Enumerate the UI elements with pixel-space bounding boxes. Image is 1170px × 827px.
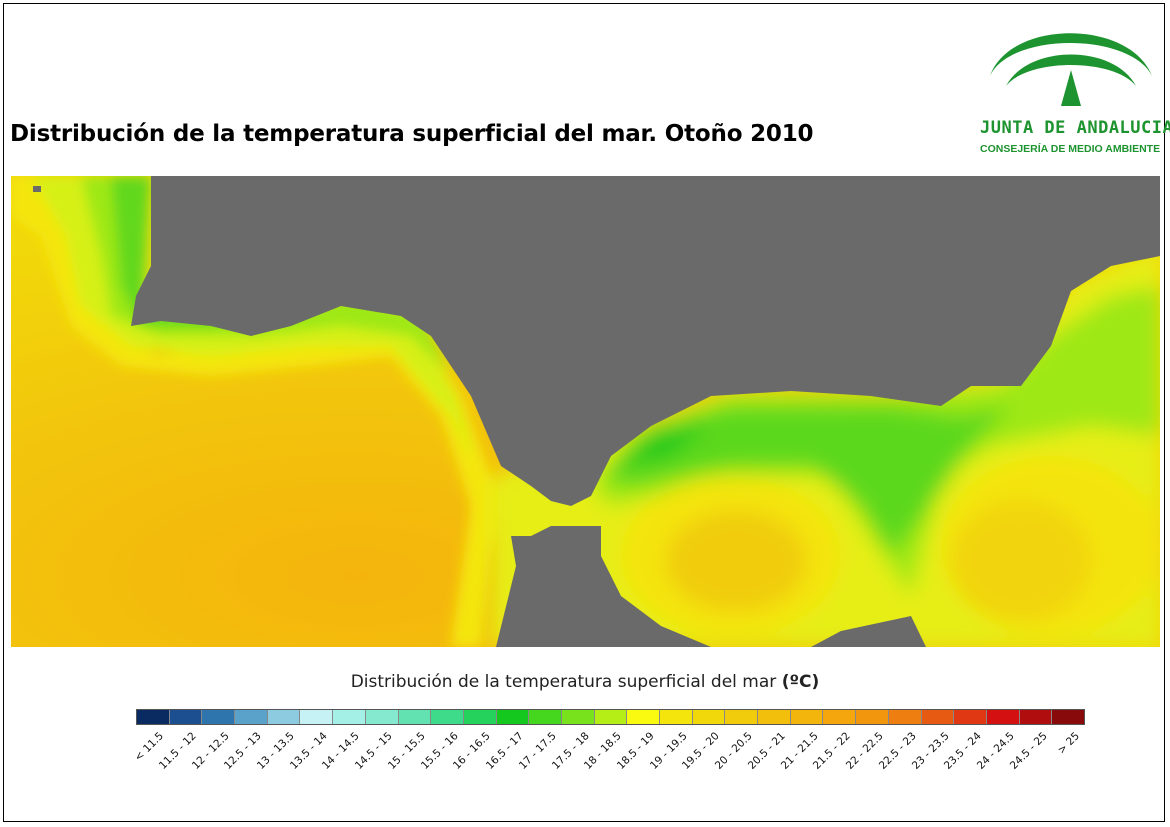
legend-tick: < 11.5 [132,730,166,764]
legend-tick: 16.5 - 17 [484,730,526,772]
legend-tick: 15.5 - 16 [418,730,460,772]
legend-tick: 20 - 20.5 [713,730,755,772]
legend-tick-labels: < 11.5 11.5 - 12 12 - 12.5 12.5 - 13 13 - 13… [132,730,1085,790]
legend-tick: 11.5 - 12 [157,730,199,772]
legend-tick: > 25 [1056,730,1083,757]
legend-tick: 19.5 - 20 [680,730,722,772]
legend-tick: 12 - 12.5 [189,730,231,772]
legend-swatch [267,710,301,724]
map-raster [11,176,1160,647]
land-mass [33,176,1160,647]
legend-swatch [954,710,987,724]
legend-tick: 24.5 - 25 [1008,730,1050,772]
legend-tick: 15 - 15.5 [386,730,428,772]
legend-colorbar [136,709,1085,725]
legend-tick: 23.5 - 24 [942,730,984,772]
legend-swatch [758,710,791,724]
legend-tick: 24 - 24.5 [975,730,1017,772]
legend-swatch [300,710,334,724]
legend-tick: 13.5 - 14 [288,730,330,772]
sea-temperature-map [11,176,1160,647]
legend-tick: 14.5 - 15 [353,730,395,772]
legend-tick: 17 - 17.5 [517,730,559,772]
logo-subtitle: CONSEJERÍA DE MEDIO AMBIENTE [980,143,1161,155]
north-africa-east [811,616,926,647]
alboran-sea-gradient [491,246,1160,647]
legend-tick: 12.5 - 13 [222,730,264,772]
legend-swatch [529,710,562,724]
legend-swatch [594,710,628,724]
legend-swatch [496,710,530,724]
legend-swatch [365,710,399,724]
legend-tick: 14 - 14.5 [320,730,362,772]
junta-de-andalucia-logo: JUNTA DE ANDALUCIA CONSEJERÍA DE MEDIO A… [980,14,1170,164]
legend-swatch [986,710,1020,724]
legend-swatch [169,710,203,724]
legend-tick: 19 - 19.5 [648,730,690,772]
legend-unit: (ºC) [781,672,820,692]
legend-swatch [235,710,268,724]
legend-swatch [856,710,889,724]
legend-swatch [137,710,170,724]
legend-swatch [627,710,660,724]
legend-swatch [398,710,432,724]
logo-name: JUNTA DE ANDALUCIA [980,118,1170,138]
legend-tick: 21 - 21.5 [778,730,820,772]
legend-tick-label: > 25 [1055,730,1083,757]
legend-swatch [725,710,759,724]
legend-swatch [921,710,955,724]
legend-tick: 18.5 - 19 [615,730,657,772]
legend-tick: 17.5 - 18 [549,730,591,772]
legend-swatch [790,710,824,724]
legend-swatch [888,710,922,724]
legend-tick: 16 - 16.5 [451,730,493,772]
legend-swatch [202,710,236,724]
legend-tick: 22 - 22.5 [844,730,886,772]
legend-tick: 21.5 - 22 [811,730,853,772]
legend-tick: 22.5 - 23 [877,730,919,772]
coast-detail [33,186,41,192]
iberian-peninsula [131,176,1160,506]
north-africa-west [496,526,711,647]
legend-swatch [1019,710,1053,724]
legend-swatch [823,710,857,724]
legend-title: Distribución de la temperatura superfici… [0,672,1170,692]
legend-swatch [463,710,497,724]
legend-tick: 23 - 23.5 [909,730,951,772]
legend-tick: 13 - 13.5 [255,730,297,772]
legend-tick: 18 - 18.5 [582,730,624,772]
logo-emblem-icon [990,33,1152,106]
legend-title-text: Distribución de la temperatura superfici… [350,672,777,692]
legend-swatch [692,710,726,724]
legend-swatch [431,710,464,724]
legend-swatch [561,710,595,724]
legend-swatch [1052,710,1084,724]
legend-swatch [660,710,693,724]
map-title: Distribución de la temperatura superfici… [10,121,814,147]
legend-tick: 20.5 - 21 [746,730,788,772]
legend-swatch [333,710,366,724]
